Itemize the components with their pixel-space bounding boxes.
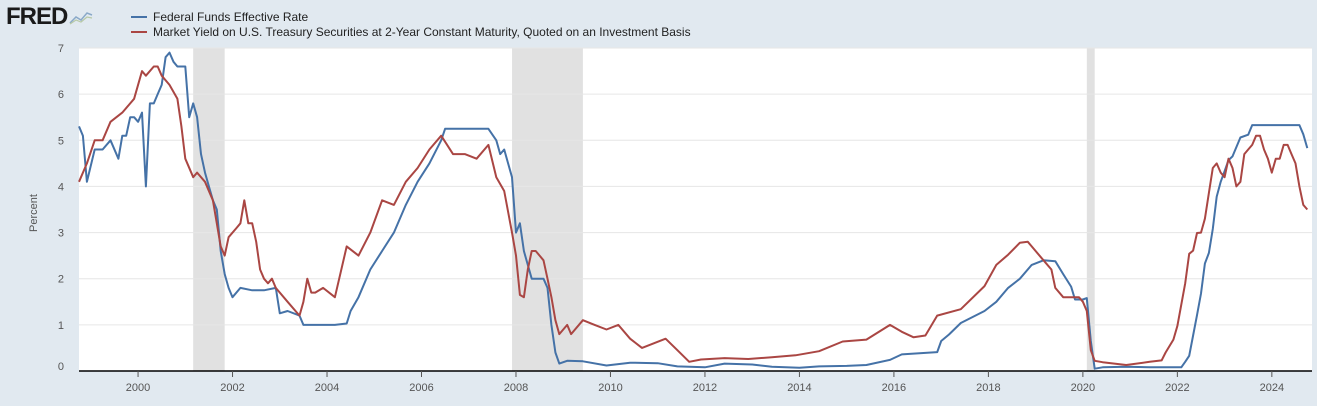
recession-band-2 — [1086, 48, 1095, 371]
x-tick-label: 2004 — [315, 382, 339, 394]
y-tick-label: 4 — [58, 181, 64, 193]
legend-label-treasury-2y: Market Yield on U.S. Treasury Securities… — [153, 24, 691, 39]
recession-band-1 — [512, 48, 583, 371]
x-tick-label: 2024 — [1260, 382, 1284, 394]
x-tick-label: 2002 — [220, 382, 244, 394]
x-tick-label: 2006 — [409, 382, 433, 394]
x-tick-labels: 2000 2002 2004 2006 2008 2010 2012 2014 2016 2018… — [126, 371, 1284, 394]
series-lines — [78, 51, 1309, 370]
x-tick-label: 2014 — [787, 382, 811, 394]
x-tick-label: 2008 — [504, 382, 528, 394]
plot-background — [79, 48, 1312, 371]
series-line-0 — [78, 51, 1309, 370]
x-tick-label: 2010 — [598, 382, 622, 394]
y-tick-label: 0 — [58, 361, 64, 373]
legend-label-fedfunds: Federal Funds Effective Rate — [153, 9, 309, 24]
x-tick-label: 2012 — [693, 382, 717, 394]
y-tick-label: 3 — [58, 228, 64, 240]
y-tick-label: 5 — [58, 135, 64, 147]
legend-swatch-fedfunds — [131, 15, 147, 18]
x-tick-label: 2016 — [882, 382, 906, 394]
y-tick-label: 2 — [58, 274, 64, 286]
recession-shading — [193, 48, 1095, 371]
fred-logo[interactable]: FRED — [6, 2, 93, 32]
legend-item-treasury-2y[interactable]: Market Yield on U.S. Treasury Securities… — [131, 24, 691, 39]
series-line-1 — [78, 65, 1309, 366]
y-axis-label: Percent — [28, 194, 40, 232]
y-tick-label: 6 — [58, 89, 64, 101]
fred-logo-text: FRED — [6, 3, 68, 30]
x-tick-label: 2000 — [126, 382, 150, 394]
legend-swatch-treasury-2y — [131, 30, 147, 33]
gridlines — [79, 47, 1312, 326]
y-tick-label: 1 — [58, 320, 64, 332]
x-tick-label: 2020 — [1071, 382, 1095, 394]
legend: Federal Funds Effective Rate Market Yiel… — [131, 9, 691, 39]
x-tick-label: 2018 — [976, 382, 1000, 394]
chart-header: FRED Federal Funds Effective Rate Market… — [0, 0, 1317, 44]
recession-band-0 — [193, 48, 225, 371]
y-tick-labels: 0 1 2 3 4 5 6 7 — [58, 43, 64, 373]
legend-item-fedfunds[interactable]: Federal Funds Effective Rate — [131, 9, 691, 24]
y-tick-label: 7 — [58, 43, 64, 55]
x-tick-label: 2022 — [1165, 382, 1189, 394]
chart-line-icon — [69, 4, 93, 32]
